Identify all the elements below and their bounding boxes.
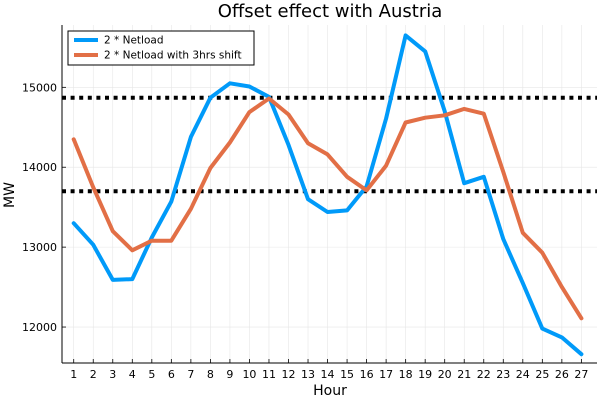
x-tick-label: 23 <box>496 368 510 381</box>
x-tick-label: 21 <box>457 368 471 381</box>
x-axis-label: Hour <box>313 383 347 399</box>
x-tick-label: 13 <box>301 368 315 381</box>
y-tick-label: 13000 <box>22 241 57 254</box>
x-tick-label: 6 <box>168 368 175 381</box>
x-tick-label: 25 <box>535 368 549 381</box>
x-tick-label: 14 <box>321 368 335 381</box>
x-tick-label: 7 <box>187 368 194 381</box>
chart-title: Offset effect with Austria <box>218 1 443 22</box>
y-axis-label: MW <box>2 182 18 208</box>
x-tick-label: 22 <box>477 368 491 381</box>
x-tick-label: 20 <box>438 368 452 381</box>
series-line-1 <box>71 33 584 357</box>
y-tick-label: 12000 <box>22 321 57 334</box>
y-ticks: 12000 13000 14000 15000 <box>22 81 66 334</box>
legend: 2 * Netload 2 * Netload with 3hrs shift <box>67 30 255 66</box>
x-tick-label: 15 <box>340 368 354 381</box>
legend-box <box>67 30 255 66</box>
x-tick-label: 24 <box>516 368 530 381</box>
x-tick-label: 4 <box>129 368 136 381</box>
x-tick-label: 27 <box>574 368 588 381</box>
x-tick-label: 19 <box>418 368 432 381</box>
x-tick-label: 26 <box>555 368 569 381</box>
x-tick-label: 12 <box>281 368 295 381</box>
y-tick-label: 15000 <box>22 81 57 94</box>
x-tick-label: 8 <box>207 368 214 381</box>
series-line-2 <box>71 96 584 321</box>
x-tick-label: 5 <box>148 368 155 381</box>
legend-label-series-2: 2 * Netload with 3hrs shift <box>104 50 242 62</box>
x-tick-label: 9 <box>226 368 233 381</box>
x-tick-label: 11 <box>262 368 276 381</box>
axes <box>61 25 597 364</box>
y-tick-label: 14000 <box>22 161 57 174</box>
series-lines <box>71 33 584 357</box>
x-tick-label: 16 <box>360 368 374 381</box>
legend-label-series-1: 2 * Netload <box>104 35 163 47</box>
x-tick-label: 18 <box>399 368 413 381</box>
x-tick-label: 1 <box>70 368 77 381</box>
x-tick-label: 2 <box>90 368 97 381</box>
reference-lines <box>62 95 597 194</box>
x-tick-label: 10 <box>242 368 256 381</box>
x-tick-label: 3 <box>109 368 116 381</box>
x-ticks: 1 2 3 4 5 6 7 8 9 10 11 12 13 14 15 16 17 18 19 20 21 22 23 24 2… <box>70 359 588 381</box>
x-tick-label: 17 <box>379 368 393 381</box>
